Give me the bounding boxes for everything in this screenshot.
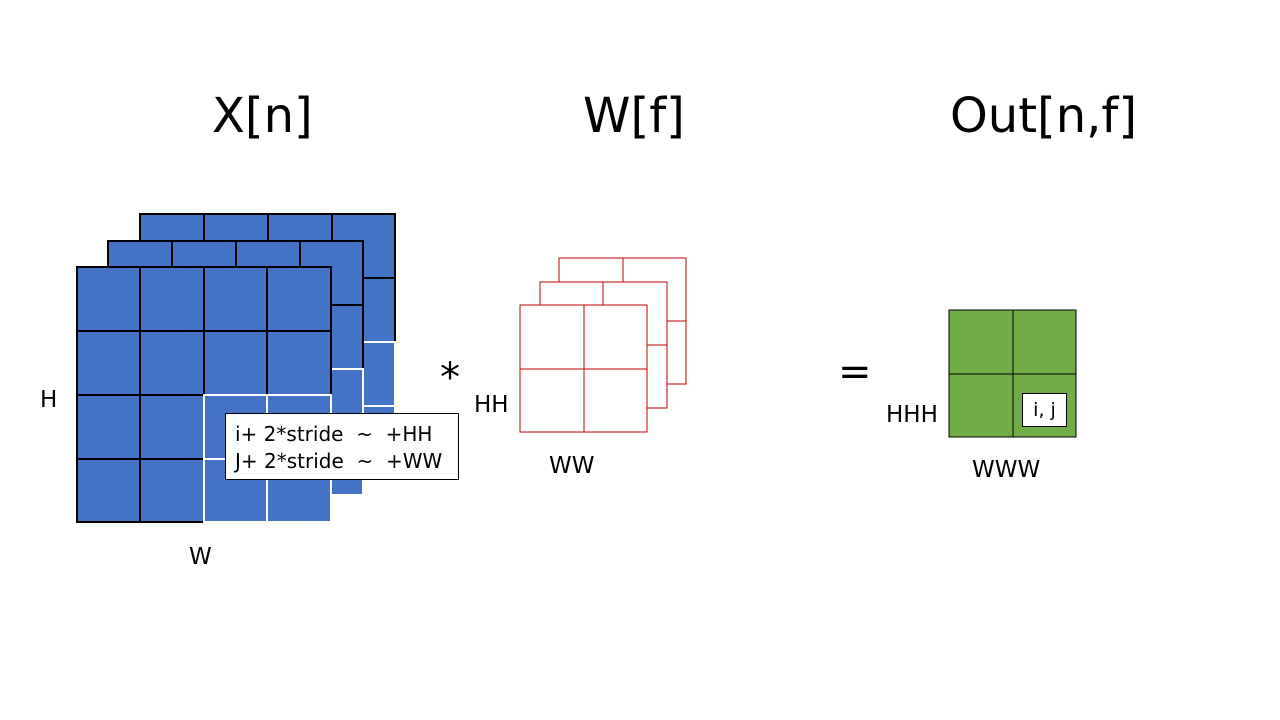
filter-width-label: WW — [549, 453, 595, 479]
filter-layer-front — [519, 304, 648, 433]
output-title: Out[n,f] — [950, 88, 1138, 144]
filter-title: W[f] — [583, 88, 685, 144]
equals-operator: = — [838, 349, 872, 395]
output-cell-ij-label: i, j — [1022, 393, 1067, 427]
stride-callout: i+ 2*stride ~ +HH J+ 2*stride ~ +WW — [225, 413, 459, 480]
output-height-label: HHH — [886, 402, 938, 428]
output-width-label: WWW — [972, 457, 1041, 483]
input-height-label: H — [40, 387, 58, 413]
callout-line-row: i+ 2*stride ~ +HH — [235, 422, 433, 446]
filter-stack — [519, 257, 687, 433]
input-layer-front — [76, 266, 332, 523]
filter-height-label: HH — [474, 392, 509, 418]
callout-line-col: J+ 2*stride ~ +WW — [235, 449, 443, 473]
input-title: X[n] — [212, 88, 313, 144]
input-width-label: W — [189, 544, 212, 570]
multiply-operator: * — [440, 355, 460, 401]
